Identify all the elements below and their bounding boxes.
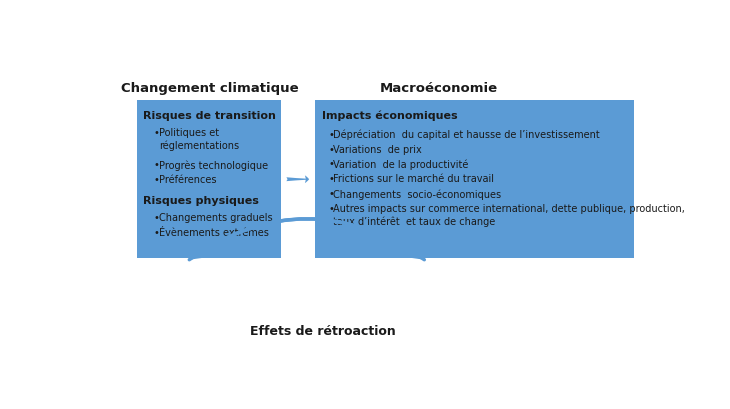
Text: Frictions sur le marché du travail: Frictions sur le marché du travail — [333, 174, 493, 184]
Text: Progrès technologique: Progrès technologique — [159, 160, 268, 171]
Text: Dépréciation  du capital et hausse de l’investissement: Dépréciation du capital et hausse de l’i… — [333, 129, 599, 140]
FancyBboxPatch shape — [315, 101, 634, 258]
Text: Variations  de prix: Variations de prix — [333, 144, 422, 154]
Text: Politiques et
réglementations: Politiques et réglementations — [159, 128, 239, 151]
Text: Évènements extrêmes: Évènements extrêmes — [159, 227, 269, 237]
Text: Risques physiques: Risques physiques — [143, 195, 259, 205]
Text: Changements  socio-économiques: Changements socio-économiques — [333, 189, 501, 199]
Text: •: • — [328, 129, 334, 139]
Text: Changements graduels: Changements graduels — [159, 213, 273, 222]
Text: •: • — [328, 174, 334, 184]
Text: •: • — [153, 213, 159, 222]
Text: Macroéconomie: Macroéconomie — [380, 82, 499, 95]
Text: Variation  de la productivité: Variation de la productivité — [333, 159, 468, 169]
Text: Préférences: Préférences — [159, 175, 217, 185]
Text: Risques de transition: Risques de transition — [143, 110, 276, 121]
Text: •: • — [328, 189, 334, 199]
Text: Impacts économiques: Impacts économiques — [321, 110, 457, 121]
Text: •: • — [153, 227, 159, 237]
Text: Autres impacts sur commerce international, dette publique, production,
taux d’in: Autres impacts sur commerce internationa… — [333, 203, 685, 226]
Text: Effets de rétroaction: Effets de rétroaction — [250, 324, 396, 337]
Text: •: • — [328, 159, 334, 169]
Text: •: • — [328, 144, 334, 154]
Text: •: • — [328, 203, 334, 213]
Text: •: • — [153, 128, 159, 138]
FancyBboxPatch shape — [137, 101, 281, 258]
Text: Changement climatique: Changement climatique — [121, 82, 299, 95]
Text: •: • — [153, 175, 159, 185]
Text: •: • — [153, 160, 159, 170]
